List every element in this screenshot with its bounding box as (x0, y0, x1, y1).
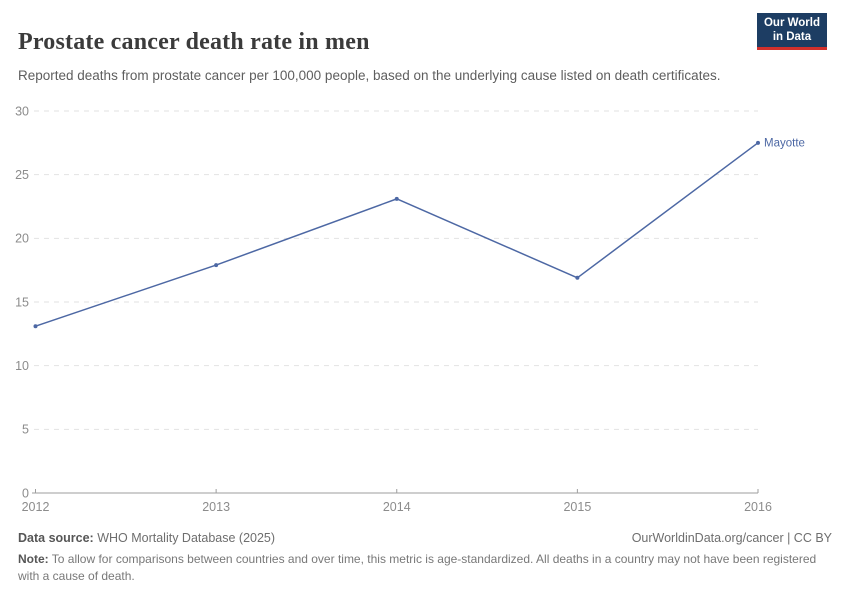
data-point-2014[interactable] (394, 196, 399, 201)
data-point-2013[interactable] (214, 263, 219, 268)
x-tick-label-2016: 2016 (744, 500, 772, 514)
data-point-2015[interactable] (575, 275, 580, 280)
y-tick-label-15: 15 (15, 295, 29, 309)
owid-logo-line1: Our World (763, 17, 820, 29)
license-link[interactable]: OurWorldinData.org/cancer | CC BY (631, 531, 832, 545)
data-source-value: WHO Mortality Database (2025) (93, 531, 276, 545)
footer-note: Note: To allow for comparisons between c… (18, 551, 830, 585)
x-tick-label-2015: 2015 (563, 500, 591, 514)
chart-footer: Data source: WHO Mortality Database (202… (18, 531, 832, 585)
series-line-mayotte[interactable] (34, 142, 759, 327)
footer-note-value: To allow for comparisons between countri… (18, 552, 817, 583)
data-source-label: Data source: (18, 531, 94, 545)
owid-logo[interactable]: Our World in Data (756, 13, 827, 50)
y-tick-label-20: 20 (15, 232, 29, 246)
line-chart: 0 5 10 15 20 25 30 2012 2013 2014 2015 2016 Mayotte (15, 104, 805, 514)
x-tick-label-2014: 2014 (383, 500, 411, 514)
footer-note-label: Note: (18, 552, 49, 566)
series-end-label[interactable]: Mayotte (764, 137, 805, 149)
data-point-2016[interactable] (756, 140, 760, 145)
x-tick-label-2013: 2013 (202, 500, 230, 514)
y-tick-label-25: 25 (15, 168, 29, 182)
data-source: Data source: WHO Mortality Database (202… (18, 531, 275, 545)
x-axis (32, 489, 759, 494)
y-tick-label-10: 10 (15, 359, 29, 373)
y-tick-label-5: 5 (22, 423, 29, 437)
owid-logo-line2: in Data (772, 30, 812, 43)
y-tick-label-0: 0 (22, 486, 29, 500)
data-point-2012[interactable] (33, 324, 38, 329)
x-tick-label-2012: 2012 (22, 500, 50, 514)
chart-subtitle: Reported deaths from prostate cancer per… (18, 67, 721, 83)
page-title: Prostate cancer death rate in men (18, 29, 370, 56)
y-tick-label-30: 30 (15, 104, 29, 118)
